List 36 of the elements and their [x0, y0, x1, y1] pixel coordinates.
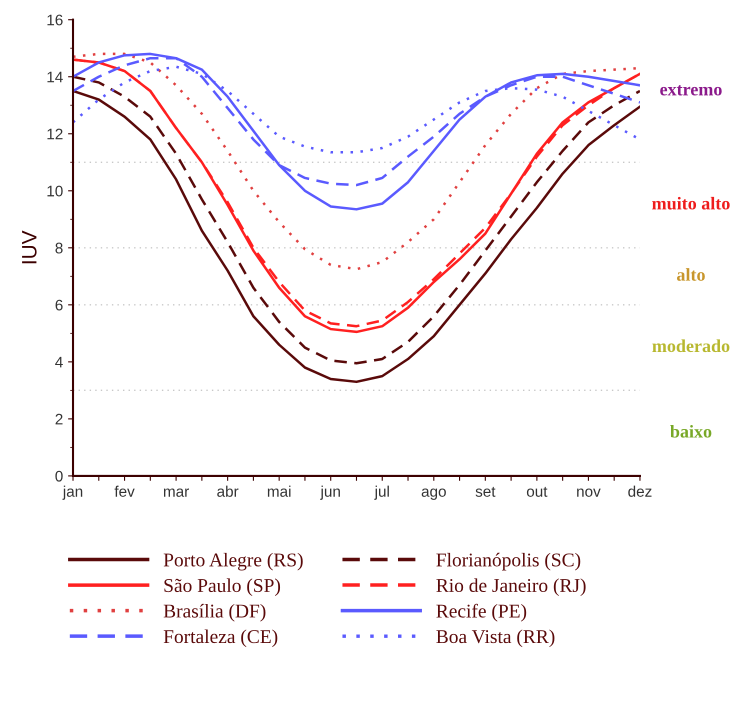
y-tick-label: 6: [56, 300, 63, 311]
text: alto: [677, 268, 705, 281]
y-tick-label: 2: [56, 414, 63, 424]
x-tick-label: fev: [114, 486, 135, 497]
x-tick-label: jul: [374, 486, 389, 500]
legend-label: Boa Vista (RR): [436, 629, 554, 648]
line-series: [73, 52, 640, 211]
x-tick-label: jan: [62, 486, 82, 500]
legend-label: Porto Alegre (RS): [164, 552, 303, 571]
y-tick-label: 8: [55, 242, 63, 254]
x-tick-label: abr: [217, 486, 238, 497]
x-tick-label: out: [526, 486, 548, 497]
legend-label: Florianópolis (SC): [436, 552, 580, 570]
y-tick-label: 14: [47, 72, 63, 82]
y-axis-title: IUV: [22, 230, 37, 264]
x-tick-label: ago: [422, 488, 446, 500]
text: muito alto: [652, 196, 730, 210]
legend-label: Fortaleza (CE): [164, 629, 278, 648]
x-tick-label: nov: [577, 488, 601, 497]
text: baixo: [670, 424, 712, 438]
y-tick-label: 10: [47, 186, 63, 196]
y-tick-label: 4: [55, 356, 63, 368]
x-tick-label: dez: [628, 486, 652, 497]
y-tick-label: 12: [47, 128, 63, 140]
legend-label: São Paulo (SP): [164, 578, 280, 596]
legend-label: Rio de Janeiro (RJ): [436, 578, 586, 596]
y-tick-label: 16: [47, 14, 63, 26]
text: moderado: [652, 339, 730, 352]
x-tick-label: mai: [268, 486, 290, 497]
y-tick-label: 0: [55, 470, 63, 482]
text: extremo: [660, 85, 722, 96]
legend-label: Recife (PE): [436, 604, 526, 622]
legend-label: Brasília (DF): [164, 604, 266, 622]
x-tick-label: jun: [320, 486, 340, 500]
x-tick-label: mar: [164, 488, 189, 497]
x-tick-label: set: [476, 486, 496, 497]
